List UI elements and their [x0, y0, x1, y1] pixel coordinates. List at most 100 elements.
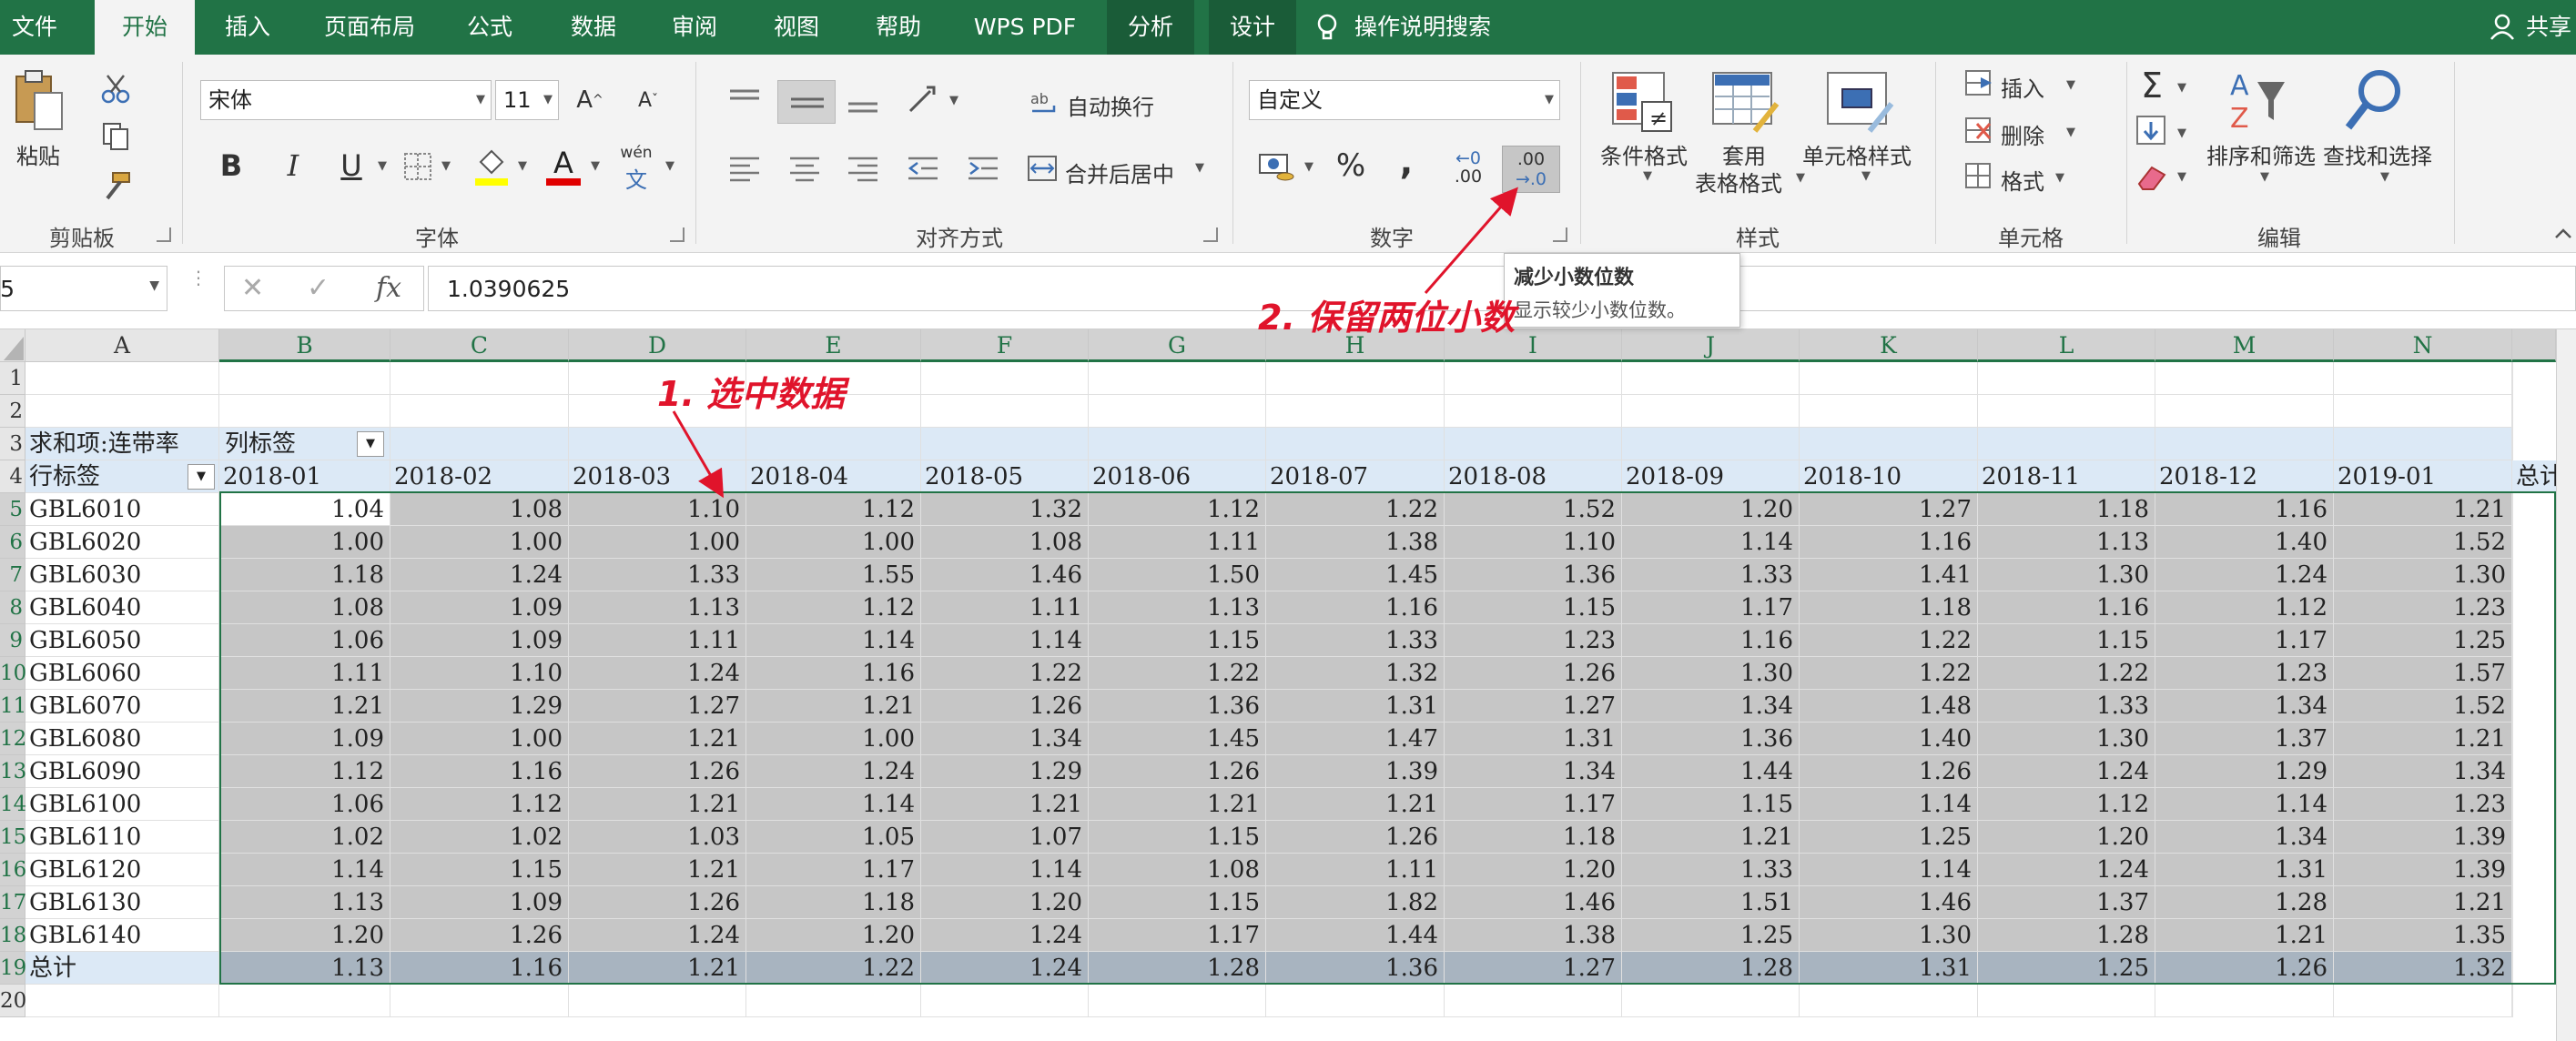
- fill-dropdown[interactable]: ▼: [2177, 126, 2186, 140]
- pivot-value-cell[interactable]: 1.10: [1445, 526, 1622, 559]
- pivot-value-cell[interactable]: 1.22: [1978, 657, 2155, 690]
- pivot-value-cell[interactable]: 1.34: [2155, 821, 2334, 854]
- pivot-value-cell[interactable]: 1.15: [1622, 788, 1800, 821]
- pivot-total-cell[interactable]: [2512, 821, 2513, 854]
- pivot-value-cell[interactable]: 1.34: [2155, 690, 2334, 723]
- pivot-value-cell[interactable]: 1.08: [390, 493, 569, 526]
- pivot-month-header[interactable]: 2018-12: [2155, 460, 2334, 493]
- row-header[interactable]: 4: [0, 460, 25, 493]
- pivot-value-cell[interactable]: 1.28: [1978, 919, 2155, 952]
- font-color-button[interactable]: A: [544, 146, 583, 187]
- pivot-value-cell[interactable]: 1.14: [1800, 854, 1978, 886]
- pivot-value-cell[interactable]: 1.24: [2155, 559, 2334, 591]
- pivot-value-cell[interactable]: 1.52: [2334, 690, 2512, 723]
- row-header[interactable]: 1: [0, 362, 25, 395]
- pivot-value-cell[interactable]: 1.46: [921, 559, 1089, 591]
- percent-button[interactable]: %: [1335, 147, 1366, 184]
- pivot-value-cell[interactable]: 1.21: [1089, 788, 1266, 821]
- empty-cell[interactable]: [1266, 395, 1445, 428]
- pivot-value-cell[interactable]: 1.55: [746, 559, 921, 591]
- empty-cell[interactable]: [569, 362, 746, 395]
- pivot-value-cell[interactable]: 1.22: [921, 657, 1089, 690]
- empty-cell[interactable]: [2512, 985, 2513, 1017]
- pivot-value-cell[interactable]: 1.50: [1089, 559, 1266, 591]
- borders-icon[interactable]: [402, 151, 433, 182]
- empty-cell[interactable]: [390, 362, 569, 395]
- pivot-row-label-cell[interactable]: GBL6060: [25, 657, 219, 690]
- pivot-header-cell[interactable]: [569, 428, 746, 460]
- pivot-value-cell[interactable]: 1.26: [1266, 821, 1445, 854]
- empty-cell[interactable]: [1622, 985, 1800, 1017]
- number-launcher[interactable]: [1553, 227, 1567, 242]
- pivot-value-cell[interactable]: 1.30: [1978, 723, 2155, 755]
- orientation-icon[interactable]: [907, 84, 943, 116]
- sort-filter-button[interactable]: 排序和筛选: [2206, 144, 2316, 169]
- empty-cell[interactable]: [2512, 395, 2513, 428]
- pivot-month-header[interactable]: 2018-01: [219, 460, 390, 493]
- column-header-I[interactable]: I: [1445, 329, 1622, 362]
- pivot-value-cell[interactable]: 1.11: [1266, 854, 1445, 886]
- pivot-value-cell[interactable]: 1.03: [569, 821, 746, 854]
- pivot-value-cell[interactable]: 1.31: [1266, 690, 1445, 723]
- row-header[interactable]: 10: [0, 657, 26, 690]
- pivot-value-cell[interactable]: 1.21: [2155, 919, 2334, 952]
- pivot-value-cell[interactable]: 1.08: [1089, 854, 1266, 886]
- collapse-ribbon-icon[interactable]: [2554, 226, 2572, 240]
- pivot-value-cell[interactable]: 1.44: [1622, 755, 1800, 788]
- pivot-value-cell[interactable]: 1.14: [219, 854, 390, 886]
- pivot-value-cell[interactable]: 1.17: [1445, 788, 1622, 821]
- align-bottom-icon[interactable]: [847, 87, 879, 115]
- pivot-value-cell[interactable]: 1.24: [569, 657, 746, 690]
- column-header-F[interactable]: F: [921, 329, 1089, 362]
- pivot-value-cell[interactable]: 1.20: [1445, 854, 1622, 886]
- pivot-value-cell[interactable]: 1.46: [1800, 886, 1978, 919]
- pivot-total-cell[interactable]: [2512, 657, 2513, 690]
- pivot-value-cell[interactable]: 1.09: [219, 723, 390, 755]
- pivot-value-cell[interactable]: 1.37: [2155, 723, 2334, 755]
- tab-view[interactable]: 视图: [773, 14, 819, 40]
- empty-cell[interactable]: [2334, 362, 2512, 395]
- pivot-value-cell[interactable]: 1.31: [1445, 723, 1622, 755]
- pivot-value-cell[interactable]: 1.20: [219, 919, 390, 952]
- conditional-format-dropdown[interactable]: ▼: [1643, 168, 1652, 183]
- pivot-total-cell[interactable]: [2512, 723, 2513, 755]
- row-header[interactable]: 16: [0, 854, 26, 886]
- pivot-value-cell[interactable]: 1.44: [1266, 919, 1445, 952]
- pivot-value-cell[interactable]: 1.57: [2334, 657, 2512, 690]
- pivot-value-cell[interactable]: 1.16: [746, 657, 921, 690]
- pivot-value-cell[interactable]: 1.02: [219, 821, 390, 854]
- pivot-value-cell[interactable]: 1.38: [1445, 919, 1622, 952]
- empty-cell[interactable]: [25, 362, 219, 395]
- pivot-value-cell[interactable]: 1.17: [1622, 591, 1800, 624]
- cell-styles-dropdown[interactable]: ▼: [1861, 168, 1871, 183]
- pivot-value-cell[interactable]: 1.52: [1445, 493, 1622, 526]
- pivot-header-cell[interactable]: [1445, 428, 1622, 460]
- pivot-value-cell[interactable]: 1.35: [2334, 919, 2512, 952]
- empty-cell[interactable]: [921, 362, 1089, 395]
- pivot-sum-label[interactable]: 求和项:连带率: [25, 428, 219, 460]
- grand-total-value[interactable]: 1.13: [219, 952, 390, 985]
- pivot-value-cell[interactable]: 1.22: [1266, 493, 1445, 526]
- row-header[interactable]: 2: [0, 395, 25, 428]
- insert-function-icon[interactable]: fx: [376, 272, 402, 304]
- pivot-value-cell[interactable]: 1.00: [746, 526, 921, 559]
- pivot-header-cell[interactable]: [2155, 428, 2334, 460]
- empty-cell[interactable]: [746, 985, 921, 1017]
- autosum-icon[interactable]: Σ: [2140, 66, 2163, 106]
- row-header[interactable]: 11: [0, 690, 26, 723]
- pivot-total-cell[interactable]: [2512, 624, 2513, 657]
- pivot-total-cell[interactable]: [2512, 886, 2513, 919]
- row-header[interactable]: 9: [0, 624, 25, 657]
- pivot-value-cell[interactable]: 1.22: [1800, 657, 1978, 690]
- pivot-month-header[interactable]: 2018-11: [1978, 460, 2155, 493]
- pivot-value-cell[interactable]: 1.22: [1089, 657, 1266, 690]
- phonetic-button[interactable]: wén 文: [615, 144, 657, 193]
- pivot-value-cell[interactable]: 1.37: [1978, 886, 2155, 919]
- column-header-L[interactable]: L: [1978, 329, 2155, 362]
- copy-icon[interactable]: [100, 120, 131, 151]
- decrease-decimal-button[interactable]: .00 →.0: [1502, 146, 1560, 193]
- empty-cell[interactable]: [921, 985, 1089, 1017]
- pivot-value-cell[interactable]: 1.06: [219, 624, 390, 657]
- pivot-value-cell[interactable]: 1.13: [569, 591, 746, 624]
- name-box[interactable]: B5 ▼: [0, 266, 167, 311]
